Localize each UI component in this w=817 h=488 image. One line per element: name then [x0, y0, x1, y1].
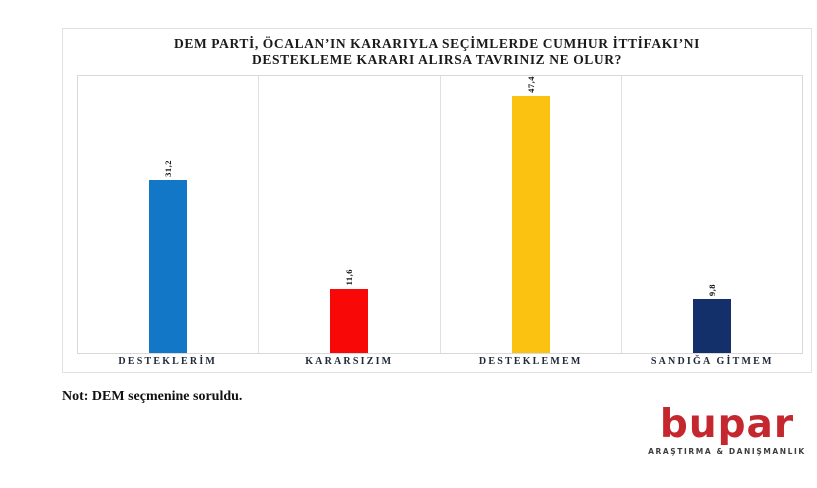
chart-title-line1: DEM PARTİ, ÖCALAN’IN KARARIYLA SEÇİMLERD… — [174, 36, 700, 51]
logo-wordmark: bupar — [659, 402, 795, 447]
bar — [330, 288, 369, 353]
bar — [692, 298, 731, 353]
category-label: SANDIĞA GİTMEM — [650, 356, 774, 367]
chart-title-line2: DESTEKLEME KARARI ALIRSA TAVRINIZ NE OLU… — [252, 52, 622, 67]
footnote: Not: DEM seçmenine soruldu. — [62, 389, 243, 404]
bar-value-label: 31,2 — [163, 160, 174, 178]
category-label: DESTEKLERİM — [118, 356, 218, 367]
chart-title: DEM PARTİ, ÖCALAN’IN KARARIYLA SEÇİMLERD… — [63, 36, 811, 68]
category-slot: 31,2 — [78, 76, 260, 353]
bar — [149, 180, 188, 353]
category-label: KARARSIZIM — [305, 356, 394, 367]
bar-value-label: 11,6 — [344, 269, 355, 286]
logo-tagline: ARAŞTIRMA & DANIŞMANLIK — [648, 447, 806, 456]
plot-area: 31,2 11,6 47,4 9,8 — [77, 75, 803, 354]
category-slot: 9,8 — [622, 76, 802, 353]
bar-value-label: 47,4 — [525, 76, 536, 93]
poll-chart-panel: DEM PARTİ, ÖCALAN’IN KARARIYLA SEÇİMLERD… — [62, 28, 812, 373]
bar-value-label: 9,8 — [706, 283, 717, 296]
bupar-logo: bupar ARAŞTIRMA & DANIŞMANLIK — [646, 402, 808, 457]
bar — [511, 95, 550, 353]
category-slot: 47,4 — [441, 76, 622, 353]
category-axis: DESTEKLERİM KARARSIZIM DESTEKLEMEM SANDIĞA … — [77, 356, 803, 374]
category-label: DESTEKLEMEM — [478, 356, 583, 367]
category-slot: 11,6 — [259, 76, 441, 353]
